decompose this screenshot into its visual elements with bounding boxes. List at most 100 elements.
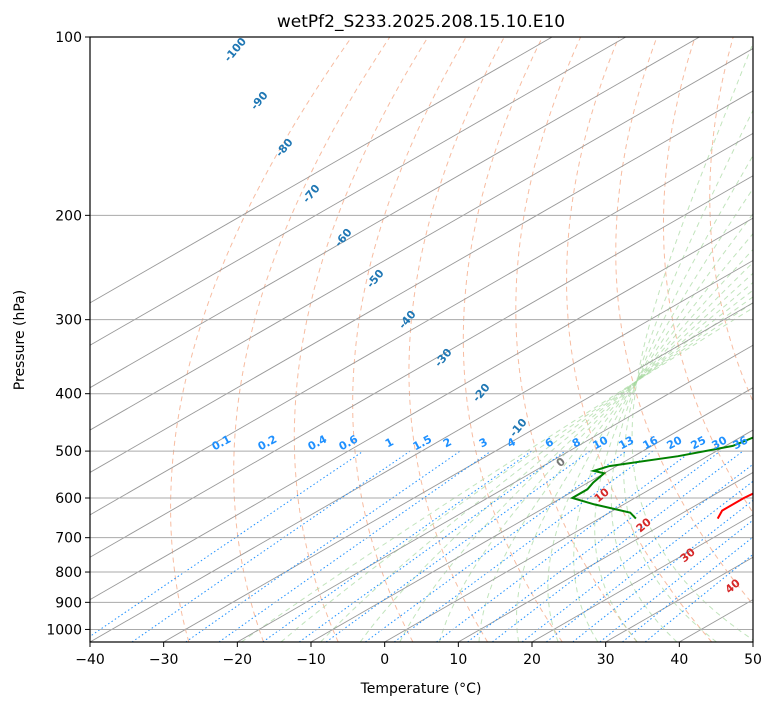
y-tick-label: 900 [55, 595, 82, 611]
y-tick-label: 800 [55, 565, 82, 581]
x-tick-label: −40 [75, 652, 105, 668]
moist-adiabat-line [399, 281, 753, 642]
isotherm-line [752, 641, 753, 642]
mixing-ratio-label: 0.4 [306, 432, 330, 453]
isotherm-line [531, 514, 753, 642]
mixing-ratio-line [599, 519, 753, 642]
isotherm-line [163, 302, 753, 642]
mixing-ratio-label: 13 [617, 434, 637, 453]
moist-adiabat-label: 10 [592, 485, 612, 505]
mixing-ratio-line [436, 450, 693, 642]
dry-adiabat-label: -90 [248, 89, 271, 113]
moist-adiabat-line [594, 187, 753, 642]
moist-adiabat-label: 20 [634, 515, 654, 535]
moist-adiabat-label: 0 [554, 455, 568, 470]
plot-frame [89, 36, 754, 643]
mixing-ratio-line [131, 450, 411, 642]
dry-adiabat-line [709, 37, 753, 403]
line-labels: 0.1 0.2 0.4 0.6 1 1.5 2 3 4 6 8 10 13 16 20 25 30 36-100-… [210, 35, 751, 596]
y-tick-label: 700 [55, 531, 82, 547]
isotherm-line [90, 217, 753, 601]
mixing-ratio-label: 16 [641, 433, 661, 452]
isotherm-line [90, 37, 700, 389]
mixing-ratio-line [298, 450, 566, 642]
mixing-ratio-line [90, 450, 364, 638]
x-tick-label: −10 [296, 652, 326, 668]
y-axis-label: Pressure (hPa) [12, 290, 28, 390]
mixing-ratio-label: 30 [710, 433, 730, 452]
x-tick-label: 20 [523, 652, 541, 668]
y-tick-label: 200 [55, 208, 82, 224]
isotherm-line [310, 387, 753, 642]
dry-adiabat-line [515, 37, 638, 642]
dry-adiabat-line [233, 37, 391, 642]
mixing-ratio-label: 0.6 [337, 432, 361, 453]
moist-adiabat-line [573, 213, 753, 642]
isotherm-line [90, 90, 753, 473]
mixing-ratio-label: 20 [665, 433, 685, 452]
x-tick-label: 40 [670, 652, 688, 668]
isotherm-line [90, 259, 753, 642]
y-tick-label: 300 [55, 313, 82, 329]
mixing-ratio-label: 8 [570, 435, 583, 450]
profile-lines [569, 436, 753, 520]
x-tick-label: −30 [149, 652, 179, 668]
dry-adiabat-line [170, 37, 353, 642]
x-tick-label: 10 [449, 652, 467, 668]
x-tick-label: −20 [223, 652, 253, 668]
moist-adiabat-line [320, 296, 753, 642]
chart-title: wetPf2_S233.2025.208.15.10.E10 [277, 12, 565, 32]
mixing-ratio-line [185, 450, 461, 642]
x-tick-label: 30 [597, 652, 615, 668]
dry-adiabat-line [352, 37, 467, 642]
x-tick-label: 50 [744, 652, 762, 668]
dry-adiabat-label: -100 [221, 35, 249, 65]
isotherm-line [90, 175, 753, 558]
moist-adiabat-line [610, 154, 753, 642]
isotherm-line [90, 132, 753, 516]
isotherm-line [90, 48, 753, 431]
mixing-ratio-label: 1.5 [411, 433, 434, 454]
y-tick-label: 1000 [46, 622, 82, 638]
mixing-ratio-label: 1 [383, 435, 396, 450]
isotherm-line [237, 344, 753, 642]
mixing-ratio-label: 3 [477, 435, 490, 450]
mixing-ratio-line [572, 499, 753, 642]
mixing-ratio-line [365, 450, 627, 642]
isotherm-line [458, 471, 753, 642]
x-tick-label: 0 [380, 652, 389, 668]
mixing-ratio-line [218, 450, 492, 642]
moist-adiabat-line [547, 232, 753, 642]
moist-adiabat-line [516, 248, 753, 642]
mixing-ratio-line [325, 450, 591, 642]
isotherm-line [90, 37, 626, 346]
mixing-ratio-label: 2 [441, 435, 454, 450]
moist-adiabat-line [623, 109, 753, 642]
isotherm-line [384, 429, 753, 642]
dewpoint-line [569, 436, 753, 520]
y-tick-label: 100 [55, 30, 82, 46]
isotherm-line [90, 37, 553, 304]
mixing-ratio-label: 25 [689, 434, 709, 453]
background-lines [90, 37, 753, 642]
mixing-ratio-label: 0.1 [210, 433, 233, 454]
dry-adiabat-line [566, 37, 713, 642]
dry-adiabat-line [293, 37, 429, 642]
moist-adiabat-line [280, 302, 753, 642]
moist-adiabat-line [359, 289, 753, 642]
dry-adiabat-line [462, 37, 563, 642]
mixing-ratio-line [262, 450, 532, 642]
x-axis-label: Temperature (°C) [360, 681, 482, 697]
mixing-ratio-label: 36 [731, 433, 751, 452]
mixing-ratio-line [622, 536, 753, 642]
dry-adiabat-line [663, 37, 753, 514]
moist-adiabat-label: 40 [723, 576, 743, 596]
dry-adiabat-label: -70 [300, 182, 323, 206]
dry-adiabat-line [408, 37, 505, 642]
mixing-ratio-label: 10 [591, 433, 611, 452]
mixing-ratio-line [393, 450, 654, 642]
moist-adiabat-line [438, 272, 753, 642]
moist-adiabat-line [241, 307, 753, 642]
